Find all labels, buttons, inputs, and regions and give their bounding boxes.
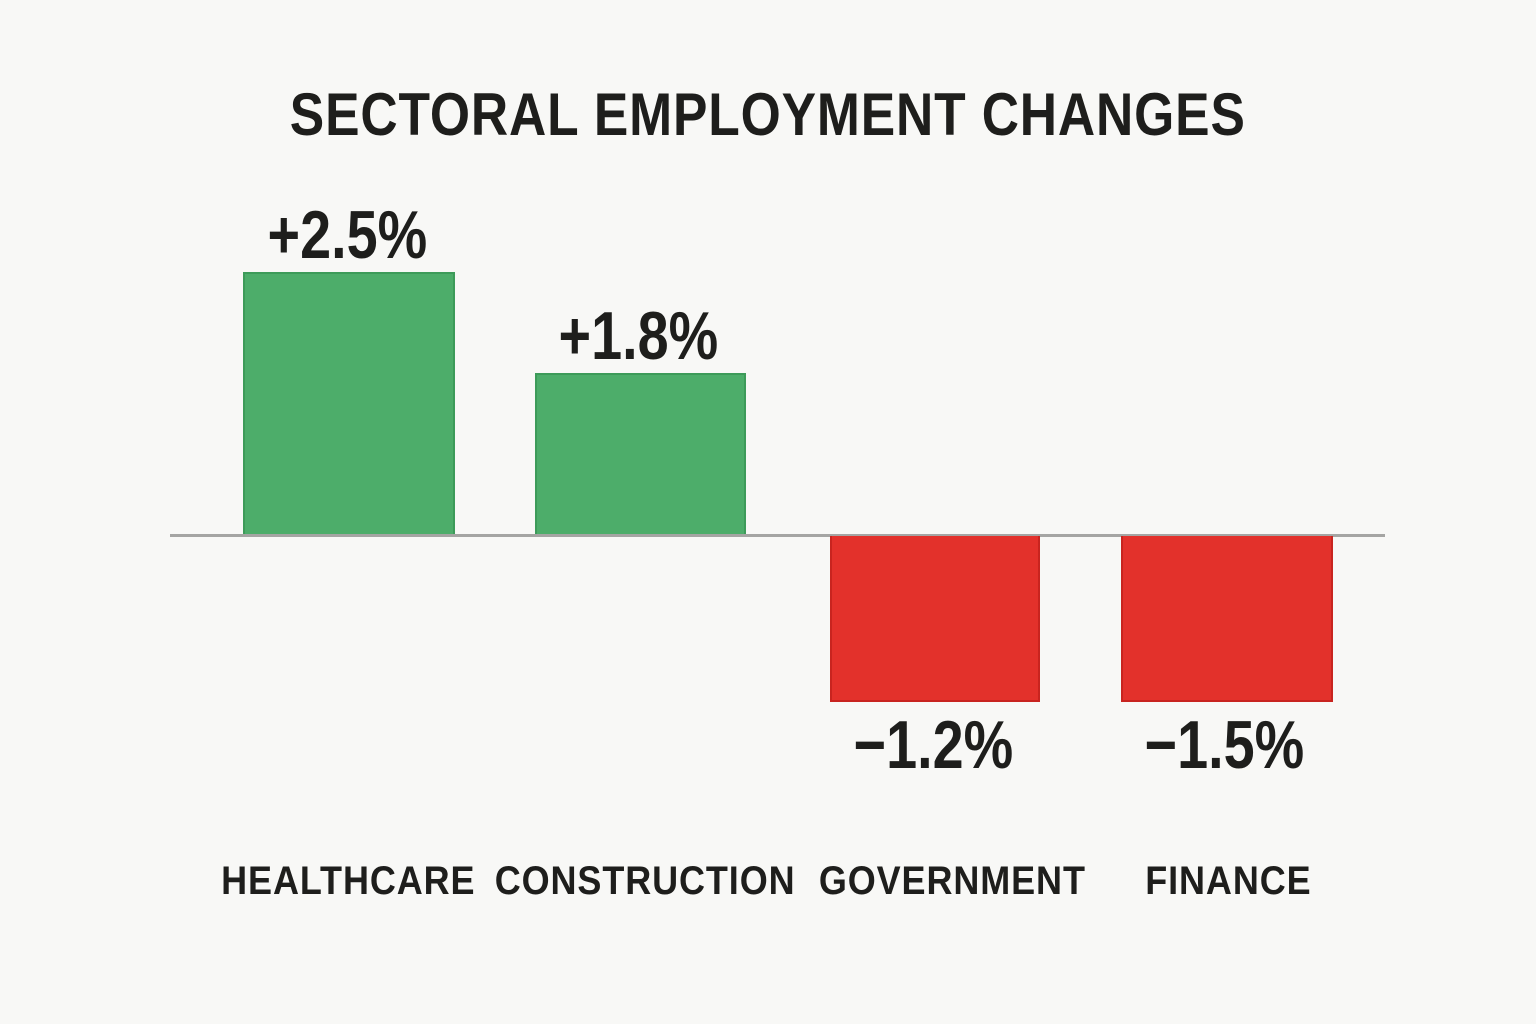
bar-government (830, 536, 1040, 702)
chart-title-text: SECTORAL EMPLOYMENT CHANGES (290, 81, 1246, 148)
x-axis-baseline (170, 534, 1385, 537)
value-label-construction: +1.8% (558, 298, 718, 374)
bar-finance (1121, 536, 1333, 702)
value-label-healthcare: +2.5% (267, 197, 427, 273)
category-label-construction: CONSTRUCTION (494, 859, 796, 903)
chart-title: SECTORAL EMPLOYMENT CHANGES (0, 85, 1536, 145)
category-label-government: GOVERNMENT (818, 859, 1086, 903)
category-label-finance: FINANCE (1144, 859, 1312, 903)
bar-construction (535, 373, 746, 534)
bar-healthcare (243, 272, 455, 534)
value-label-government: −1.2% (853, 707, 1013, 783)
value-label-finance: −1.5% (1144, 707, 1304, 783)
category-label-healthcare: HEALTHCARE (220, 859, 476, 903)
